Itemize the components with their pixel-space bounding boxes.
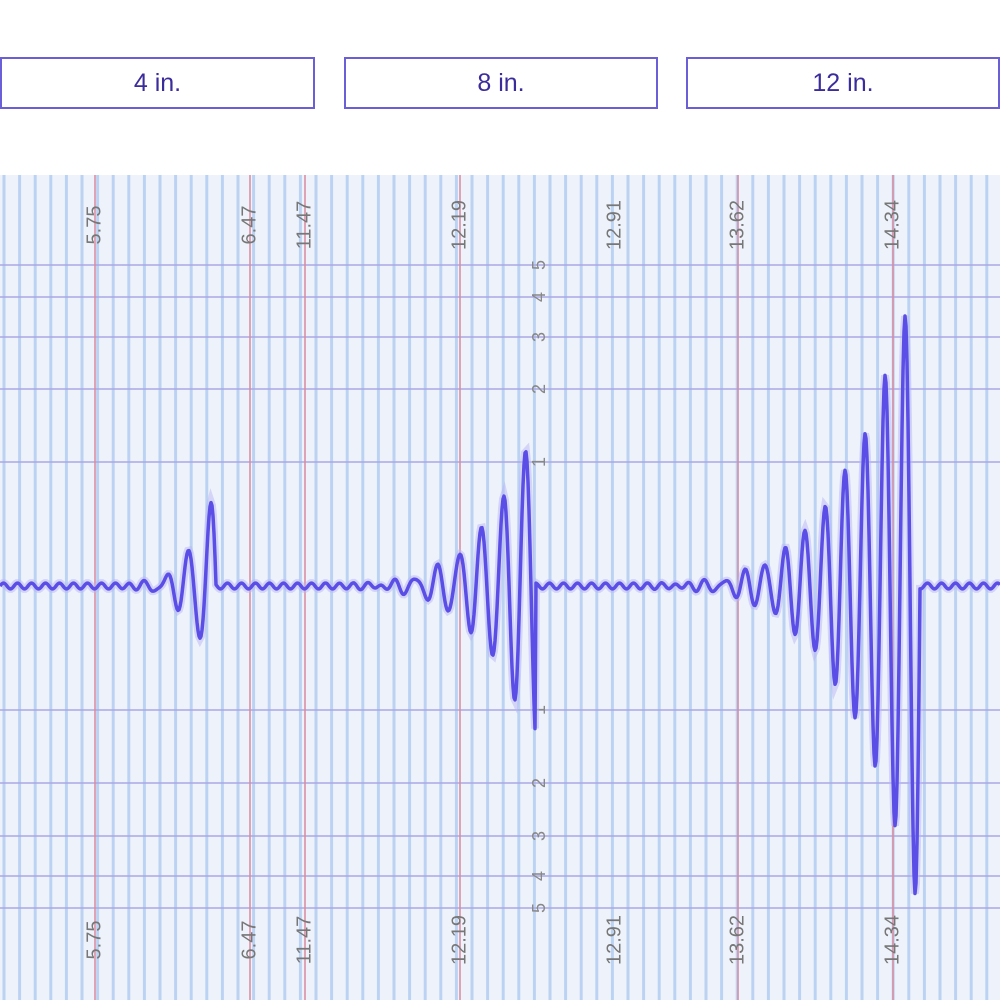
marker-label: 12.19 (448, 200, 470, 250)
marker-label: 5.75 (83, 921, 105, 960)
scale-label: 2 (529, 778, 549, 788)
button[interactable]: 4 in. (0, 57, 315, 109)
scale-label: 3 (529, 831, 549, 841)
waveform (0, 314, 1000, 896)
scale-label: 2 (529, 384, 549, 394)
scale-label: 4 (529, 292, 549, 302)
scale-label: 5 (529, 903, 549, 913)
marker-label: 12.91 (603, 200, 625, 250)
marker-label: 13.62 (726, 915, 748, 965)
marker-label: 5.75 (83, 206, 105, 245)
seismograph: 5.75 5.75 6.47 6.47 11.47 11.47 12.19 12.19 12.9… (0, 175, 1000, 1000)
marker-label: 12.19 (448, 915, 470, 965)
marker-label: 14.34 (881, 200, 903, 250)
marker-label: 6.47 (238, 206, 260, 245)
button[interactable]: 8 in. (344, 57, 658, 109)
marker-label: 11.47 (293, 916, 315, 965)
scale-label: 5 (529, 260, 549, 270)
scale-label: 3 (529, 332, 549, 342)
scale-label: 4 (529, 871, 549, 881)
marker-label: 11.47 (293, 201, 315, 250)
marker-label: 6.47 (238, 921, 260, 960)
button[interactable]: 12 in. (686, 57, 1000, 109)
marker-label: 14.34 (881, 915, 903, 965)
marker-label: 12.91 (603, 915, 625, 965)
marker-label: 13.62 (726, 200, 748, 250)
scale-label: 1 (529, 457, 549, 467)
